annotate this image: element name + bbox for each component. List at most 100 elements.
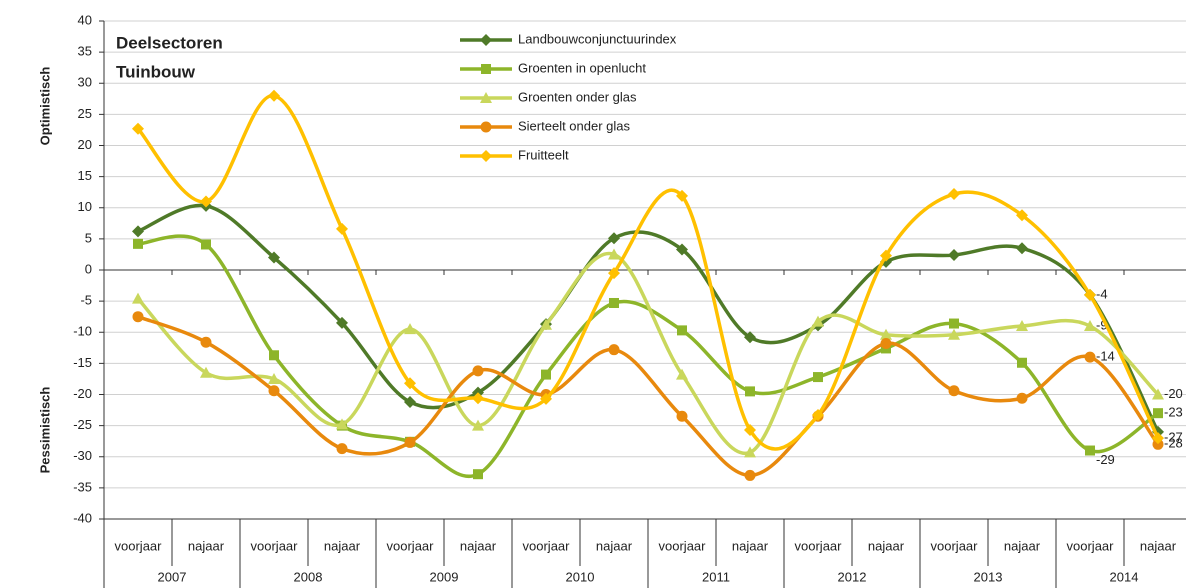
group-label: 2014 — [1110, 569, 1139, 584]
data-point — [132, 292, 144, 304]
data-point — [132, 311, 144, 323]
data-label: -29 — [1096, 452, 1115, 467]
data-label: -14 — [1096, 349, 1115, 364]
y-tick-label: 25 — [78, 106, 92, 121]
y-tick-label: 20 — [78, 137, 92, 152]
data-point — [1152, 432, 1164, 445]
y-tick-label: -35 — [73, 479, 92, 494]
data-point — [948, 249, 960, 262]
data-point — [268, 385, 280, 397]
data-point — [1152, 438, 1164, 450]
x-tick-label: najaar — [188, 538, 225, 553]
data-point — [200, 195, 212, 208]
data-label: -4 — [1096, 286, 1108, 301]
data-point — [268, 89, 280, 102]
group-label: 2010 — [566, 569, 595, 584]
legend-label: Groenten in openlucht — [518, 60, 646, 75]
data-point — [200, 336, 212, 348]
legend-marker — [480, 150, 492, 162]
data-point — [744, 446, 756, 458]
data-point — [813, 372, 823, 383]
data-point — [404, 436, 416, 448]
data-point — [676, 368, 688, 380]
x-tick-label: najaar — [1140, 538, 1177, 553]
x-tick-label: voorjaar — [659, 538, 707, 553]
data-point — [1084, 351, 1096, 363]
group-label: 2013 — [974, 569, 1003, 584]
legend-marker — [481, 64, 491, 74]
data-point — [472, 419, 484, 431]
data-point — [1153, 408, 1163, 419]
group-label: 2012 — [838, 569, 867, 584]
data-point — [336, 222, 348, 235]
legend-label: Fruitteelt — [518, 147, 569, 162]
y-tick-label: 40 — [78, 12, 92, 27]
data-point — [676, 189, 688, 202]
data-point — [1016, 392, 1028, 404]
data-point — [608, 344, 620, 356]
series-line — [137, 315, 1160, 478]
data-point — [948, 385, 960, 397]
data-point — [133, 238, 143, 249]
data-point — [676, 243, 688, 256]
data-point — [1084, 288, 1096, 301]
data-point — [336, 316, 348, 329]
data-point — [200, 366, 212, 378]
data-point — [472, 365, 484, 377]
data-point — [812, 409, 824, 422]
x-tick-label: voorjaar — [115, 538, 163, 553]
x-tick-label: najaar — [596, 538, 633, 553]
y-tick-label: 10 — [78, 199, 92, 214]
x-tick-label: voorjaar — [523, 538, 571, 553]
group-label: 2011 — [702, 569, 730, 584]
y-tick-label: -5 — [80, 293, 92, 308]
series-line — [136, 93, 1160, 451]
legend-marker — [480, 92, 492, 103]
data-label: -20 — [1164, 386, 1183, 401]
data-point — [132, 122, 144, 135]
data-point — [745, 386, 755, 397]
data-point — [812, 315, 824, 327]
data-point — [1016, 320, 1028, 332]
y-tick-label: 0 — [85, 261, 92, 276]
x-tick-label: najaar — [732, 538, 769, 553]
data-point — [540, 318, 552, 330]
legend-label: Sierteelt onder glas — [518, 118, 631, 133]
data-point — [744, 423, 756, 436]
legend-marker — [480, 121, 492, 133]
data-label: -27 — [1164, 430, 1183, 445]
series-line — [136, 251, 1160, 456]
data-point — [336, 443, 348, 455]
data-point — [336, 418, 348, 430]
data-point — [268, 372, 280, 384]
y-axis-label: Pessimistisch — [37, 387, 52, 474]
data-point — [541, 369, 551, 380]
data-point — [949, 318, 959, 329]
data-point — [1016, 209, 1028, 222]
data-point — [744, 331, 756, 344]
y-tick-label: -40 — [73, 510, 92, 525]
data-point — [1016, 242, 1028, 255]
data-point — [608, 232, 620, 245]
y-axis-label: Optimistisch — [37, 67, 52, 146]
legend-label: Groenten onder glas — [518, 89, 637, 104]
legend-label: Landbouwconjunctuurindex — [518, 31, 677, 46]
data-point — [404, 395, 416, 408]
x-tick-label: voorjaar — [387, 538, 435, 553]
data-point — [1017, 357, 1027, 368]
data-label: -28 — [1164, 436, 1183, 451]
data-point — [677, 325, 687, 336]
x-tick-label: najaar — [868, 538, 905, 553]
data-point — [744, 469, 756, 481]
data-point — [540, 392, 552, 405]
data-point — [201, 239, 211, 250]
data-label: -23 — [1164, 405, 1183, 420]
data-point — [880, 249, 892, 262]
data-point — [948, 328, 960, 340]
series-line — [137, 203, 1160, 433]
x-tick-label: voorjaar — [1067, 538, 1115, 553]
data-point — [404, 323, 416, 335]
x-tick-label: najaar — [1004, 538, 1041, 553]
data-point — [132, 225, 144, 238]
